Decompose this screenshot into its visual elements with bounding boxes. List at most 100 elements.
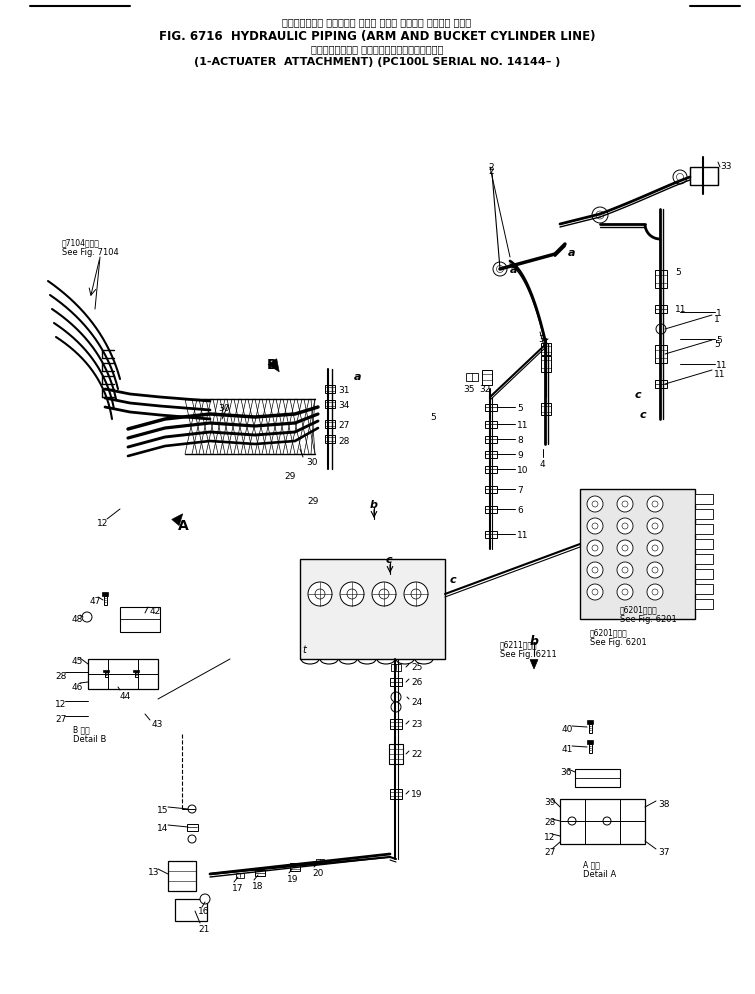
Bar <box>485 451 497 458</box>
Bar <box>541 357 551 373</box>
Text: 5: 5 <box>716 336 722 345</box>
Bar <box>325 386 335 394</box>
Text: 13: 13 <box>148 867 159 876</box>
Bar <box>589 725 592 734</box>
Circle shape <box>652 502 658 508</box>
Circle shape <box>603 817 611 825</box>
Circle shape <box>200 894 210 905</box>
Text: A 詳細: A 詳細 <box>583 859 600 868</box>
Text: 16: 16 <box>198 907 209 915</box>
Bar <box>482 371 492 386</box>
Text: a: a <box>510 264 517 274</box>
Text: １アクチュエータ アタッチメント　　　適用号機: １アクチュエータ アタッチメント 適用号機 <box>311 44 443 54</box>
Text: 46: 46 <box>72 682 83 691</box>
Text: 37: 37 <box>658 847 670 856</box>
Text: 30: 30 <box>306 457 318 466</box>
Circle shape <box>340 582 364 606</box>
Text: 45: 45 <box>72 656 83 665</box>
Text: ハイドロリック パイピング アーム および バケット シリンダ ライン: ハイドロリック パイピング アーム および バケット シリンダ ライン <box>282 17 472 27</box>
Circle shape <box>617 584 633 600</box>
Text: c: c <box>635 390 642 400</box>
Text: 15: 15 <box>157 805 168 814</box>
Text: 19: 19 <box>411 789 423 798</box>
Bar <box>695 570 713 580</box>
Text: 26: 26 <box>411 677 422 686</box>
Bar <box>485 532 497 539</box>
Text: 第6201図参照: 第6201図参照 <box>590 627 627 636</box>
Text: 第6211図参照: 第6211図参照 <box>500 639 538 648</box>
Text: 47: 47 <box>90 596 101 605</box>
Circle shape <box>656 325 666 335</box>
Text: 5: 5 <box>675 267 681 276</box>
Circle shape <box>592 568 598 574</box>
Bar <box>466 374 478 382</box>
Bar <box>485 436 497 443</box>
Bar <box>580 489 695 619</box>
Text: 42: 42 <box>150 606 162 615</box>
Text: b: b <box>530 634 539 647</box>
Circle shape <box>587 563 603 579</box>
Text: 1: 1 <box>716 309 722 318</box>
Text: 36: 36 <box>560 767 572 776</box>
Bar <box>390 789 402 799</box>
Text: 22: 22 <box>411 749 422 758</box>
Bar <box>105 672 108 677</box>
Circle shape <box>652 546 658 552</box>
Bar <box>255 870 265 876</box>
Circle shape <box>308 582 332 606</box>
Text: 28: 28 <box>544 817 556 826</box>
Text: 17: 17 <box>232 883 244 892</box>
Bar <box>541 404 551 415</box>
Circle shape <box>617 496 633 513</box>
Text: 20: 20 <box>312 868 323 877</box>
Bar <box>695 584 713 594</box>
Text: 14: 14 <box>157 823 168 832</box>
Text: 11: 11 <box>517 420 528 429</box>
Text: FIG. 6716  HYDRAULIC PIPING (ARM AND BUCKET CYLINDER LINE): FIG. 6716 HYDRAULIC PIPING (ARM AND BUCK… <box>159 30 595 43</box>
Bar <box>587 741 593 745</box>
Text: 5: 5 <box>430 413 436 421</box>
Bar <box>325 420 335 428</box>
Text: 34: 34 <box>338 401 350 410</box>
Circle shape <box>676 174 683 181</box>
Text: 4: 4 <box>540 459 546 468</box>
Circle shape <box>647 563 663 579</box>
Circle shape <box>372 582 396 606</box>
Text: 40: 40 <box>562 725 573 734</box>
Text: t: t <box>302 644 306 654</box>
Text: B: B <box>267 358 278 372</box>
Bar <box>575 769 620 787</box>
Bar <box>541 344 551 356</box>
Bar <box>695 599 713 609</box>
Text: See Fig. 6201: See Fig. 6201 <box>590 637 647 646</box>
Text: 41: 41 <box>562 745 573 753</box>
Circle shape <box>652 524 658 530</box>
Text: 11: 11 <box>714 370 726 379</box>
Bar <box>391 664 401 671</box>
Bar <box>389 745 403 764</box>
Polygon shape <box>530 660 538 669</box>
Circle shape <box>622 546 628 552</box>
Circle shape <box>587 519 603 535</box>
Circle shape <box>587 496 603 513</box>
Text: 12: 12 <box>97 519 109 528</box>
Circle shape <box>587 584 603 600</box>
Bar <box>135 672 138 677</box>
Text: 35: 35 <box>463 385 474 394</box>
Circle shape <box>391 692 401 703</box>
Circle shape <box>347 589 357 599</box>
Text: 7: 7 <box>517 485 522 494</box>
Text: b: b <box>370 500 378 510</box>
Text: 30: 30 <box>218 404 230 413</box>
Circle shape <box>647 584 663 600</box>
Text: 27: 27 <box>544 847 556 856</box>
Circle shape <box>82 612 92 622</box>
Text: See Fig. 6211: See Fig. 6211 <box>500 649 556 658</box>
Bar <box>485 405 497 412</box>
Text: B 詳細: B 詳細 <box>73 725 90 734</box>
Circle shape <box>647 519 663 535</box>
Circle shape <box>379 589 389 599</box>
Bar <box>290 863 300 871</box>
Circle shape <box>622 568 628 574</box>
Text: (1-ACTUATER  ATTACHMENT) (PC100L SERIAL NO. 14144– ): (1-ACTUATER ATTACHMENT) (PC100L SERIAL N… <box>194 57 560 67</box>
